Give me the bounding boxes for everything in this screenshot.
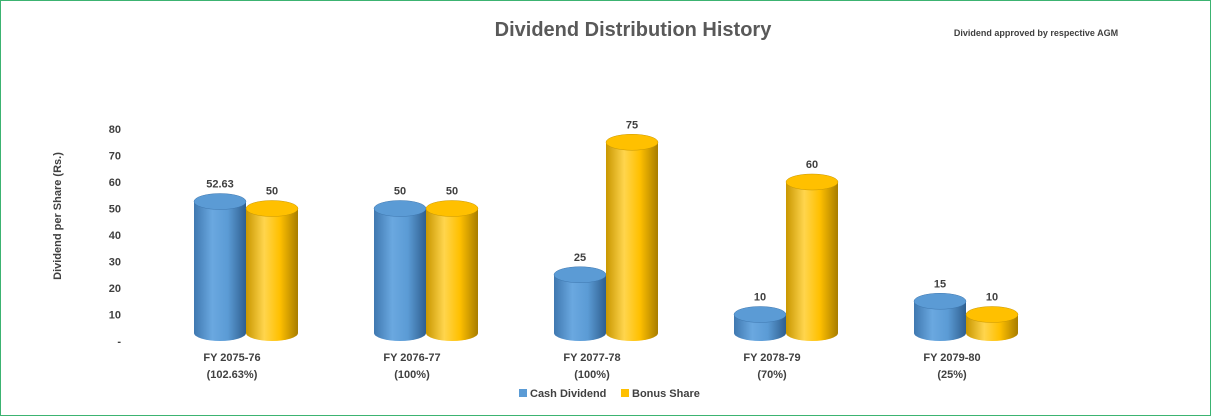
data-label: 60 (806, 159, 818, 171)
bar-body (606, 142, 658, 341)
y-tick-label: - (117, 336, 121, 348)
chart-note: Dividend approved by respective AGM (954, 28, 1118, 38)
bar-top (965, 306, 1019, 323)
legend-label: Bonus Share (632, 388, 700, 400)
legend: Cash Dividend Bonus Share (519, 388, 700, 400)
bar-top (425, 200, 479, 217)
bar-bonus-share: 75 (605, 119, 659, 341)
y-tick-label: 10 (109, 310, 121, 322)
y-tick-label: 40 (109, 230, 121, 242)
category-label: FY 2076-77 (383, 352, 440, 364)
bar-body (374, 208, 426, 341)
legend-swatch (519, 389, 527, 397)
bar-cash-dividend: 52.63 (193, 179, 247, 341)
data-label: 10 (754, 292, 766, 304)
y-tick-label: 70 (109, 151, 121, 163)
legend-swatch (621, 389, 629, 397)
bar-bonus-share: 50 (245, 186, 299, 341)
bar-body (246, 208, 298, 341)
y-axis-ticks: - 10 20 30 40 50 60 70 80 (109, 124, 122, 348)
category-label: FY 2079-80 (923, 352, 980, 364)
category-label: (25%) (937, 369, 967, 381)
bar-body (786, 182, 838, 341)
category-label: FY 2077-78 (563, 352, 620, 364)
category-label: (100%) (394, 369, 430, 381)
category-label: FY 2075-76 (203, 352, 260, 364)
category-label: (70%) (757, 369, 787, 381)
data-label: 52.63 (206, 179, 234, 191)
bar-bonus-share: 50 (425, 186, 479, 341)
data-label: 50 (394, 186, 406, 198)
data-label: 10 (986, 292, 998, 304)
y-tick-label: 60 (109, 177, 121, 189)
data-label: 75 (626, 119, 638, 131)
data-label: 50 (446, 186, 458, 198)
bar-top (193, 193, 247, 210)
bar-group: 52.63 50 25 10 15 50 50 75 60 10 (193, 119, 1019, 341)
bar-top (245, 200, 299, 217)
y-tick-label: 50 (109, 204, 121, 216)
chart-title: Dividend Distribution History (495, 19, 773, 41)
category-label: (102.63%) (207, 369, 258, 381)
bar-body (554, 274, 606, 341)
y-tick-label: 80 (109, 124, 121, 136)
y-axis-label: Dividend per Share (Rs.) (52, 152, 64, 280)
bar-body (914, 301, 966, 341)
bar-cash-dividend: 50 (373, 186, 427, 341)
bar-bonus-share: 60 (785, 159, 839, 341)
bar-top (785, 173, 839, 191)
category-label: FY 2078-79 (743, 352, 800, 364)
bar-cash-dividend: 15 (913, 278, 967, 341)
bar-top (913, 293, 967, 310)
y-tick-label: 20 (109, 283, 121, 295)
bar-cash-dividend: 25 (553, 252, 607, 341)
category-label: (100%) (574, 369, 610, 381)
bar-body (426, 208, 478, 341)
data-label: 50 (266, 186, 278, 198)
y-tick-label: 30 (109, 257, 121, 269)
bar-top (733, 306, 787, 323)
bar-cash-dividend: 10 (733, 292, 787, 341)
bar-top (373, 200, 427, 217)
bar-bonus-share: 10 (965, 292, 1019, 341)
data-label: 25 (574, 252, 586, 264)
bar-top (553, 266, 607, 283)
bar-top (605, 134, 659, 151)
bar-body (194, 201, 246, 341)
data-label: 15 (934, 278, 946, 290)
category-labels: FY 2075-76 (102.63%) FY 2076-77 (100%) FY 20… (203, 352, 980, 381)
legend-label: Cash Dividend (530, 388, 606, 400)
